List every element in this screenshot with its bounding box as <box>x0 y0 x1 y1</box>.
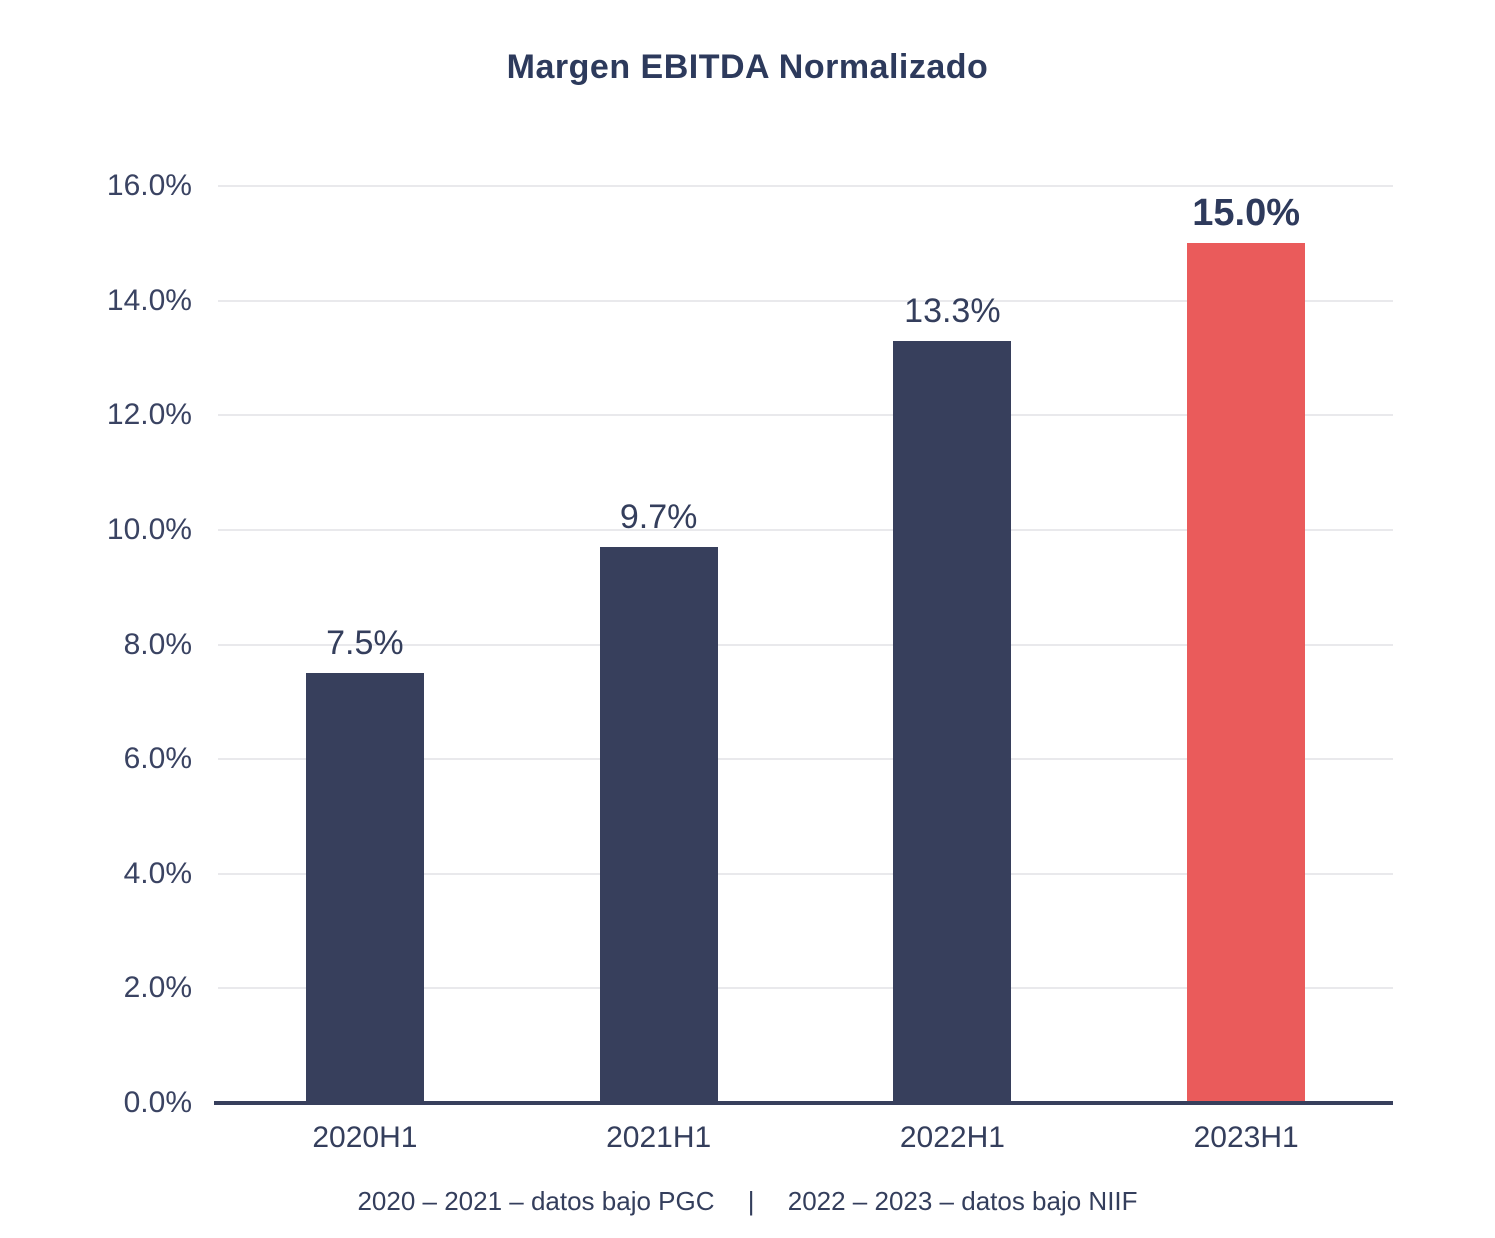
plot-area: 7.5% 9.7% 13.3% 15.0% <box>218 185 1393 1103</box>
gridline-2.0% <box>218 987 1393 990</box>
footnote: 2020 – 2021 – datos bajo PGC | 2022 – 20… <box>0 1186 1495 1217</box>
x-axis-line <box>214 1101 1393 1105</box>
footnote-separator: | <box>747 1186 755 1216</box>
gridline-6.0% <box>218 758 1393 761</box>
x-label-2023h1: 2023H1 <box>1193 1121 1299 1154</box>
y-tick-2.0%: 2.0% <box>123 971 192 1005</box>
bar-value-label-2023h1: 15.0% <box>1192 192 1300 235</box>
y-tick-14.0%: 14.0% <box>106 283 192 317</box>
bar-group-2022h1: 13.3% <box>806 186 1100 1103</box>
y-tick-4.0%: 4.0% <box>123 856 192 890</box>
y-tick-8.0%: 8.0% <box>123 627 192 661</box>
bar-2020h1 <box>305 673 424 1103</box>
bar-value-label-2020h1: 7.5% <box>326 624 404 663</box>
gridline-8.0% <box>218 643 1393 646</box>
chart-title: Margen EBITDA Normalizado <box>506 48 989 86</box>
x-label-2020h1: 2020H1 <box>312 1121 418 1154</box>
gridline-4.0% <box>218 872 1393 875</box>
bar-group-2023h1: 15.0% <box>1099 186 1393 1103</box>
y-tick-6.0%: 6.0% <box>123 742 192 776</box>
bar-series: 7.5% 9.7% 13.3% 15.0% <box>218 186 1393 1103</box>
y-tick-10.0%: 10.0% <box>106 512 192 546</box>
bar-group-2021h1: 9.7% <box>512 186 806 1103</box>
footnote-right: 2022 – 2023 – datos bajo NIIF <box>787 1186 1138 1216</box>
bar-group-2020h1: 7.5% <box>218 186 512 1103</box>
gridline-10.0% <box>218 528 1393 531</box>
bar-2021h1 <box>599 547 718 1103</box>
bar-2023h1 <box>1187 243 1306 1103</box>
footnote-left: 2020 – 2021 – datos bajo PGC <box>357 1186 715 1216</box>
y-tick-12.0%: 12.0% <box>106 398 192 432</box>
bar-2022h1 <box>893 340 1012 1103</box>
x-axis-labels: 2020H1 2021H1 2022H1 2023H1 <box>218 1121 1393 1155</box>
y-tick-0.0%: 0.0% <box>123 1086 192 1119</box>
gridline-12.0% <box>218 414 1393 417</box>
x-label-2021h1: 2021H1 <box>606 1121 712 1154</box>
gridline-14.0% <box>218 299 1393 302</box>
y-tick-16.0%: 16.0% <box>106 169 192 202</box>
bar-value-label-2021h1: 9.7% <box>619 498 698 537</box>
bar-value-label-2022h1: 13.3% <box>904 291 1001 330</box>
x-label-2022h1: 2022H1 <box>899 1121 1005 1154</box>
gridline-16.0% <box>218 185 1393 187</box>
